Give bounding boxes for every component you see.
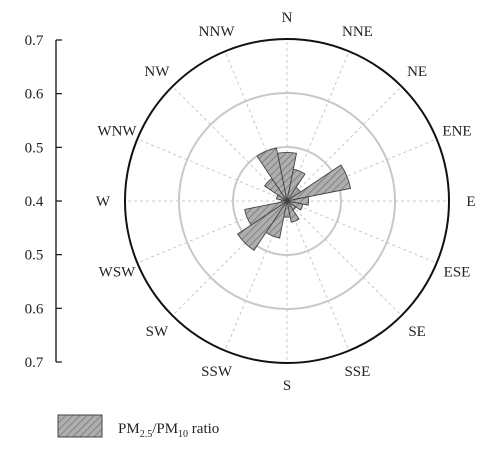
legend-label-suffix: ratio bbox=[188, 421, 219, 437]
bar-nnw bbox=[256, 147, 288, 202]
bar-wsw bbox=[244, 200, 288, 226]
direction-label-ne: NE bbox=[407, 64, 427, 80]
direction-label-n: N bbox=[282, 10, 293, 26]
radial-tick-label: 0.7 bbox=[25, 33, 44, 49]
legend-label-main: PM bbox=[118, 421, 140, 437]
grid-spoke bbox=[286, 200, 350, 351]
bar-ene bbox=[286, 164, 352, 202]
grid-spoke bbox=[286, 200, 402, 316]
direction-label-w: W bbox=[96, 194, 111, 210]
legend-label-sub1: 2.5 bbox=[140, 429, 153, 440]
radial-tick-label: 0.6 bbox=[25, 301, 44, 317]
direction-label-wnw: WNW bbox=[97, 124, 137, 140]
bar-sse bbox=[286, 200, 300, 223]
direction-label-sw: SW bbox=[146, 324, 169, 340]
direction-label-se: SE bbox=[408, 324, 426, 340]
radial-tick-label: 0.6 bbox=[25, 87, 44, 103]
direction-label-s: S bbox=[283, 378, 291, 394]
grid-spoke bbox=[286, 200, 437, 264]
grid-spoke bbox=[286, 86, 402, 202]
radial-tick-label: 0.7 bbox=[25, 355, 44, 371]
direction-label-wsw: WSW bbox=[99, 264, 137, 280]
legend-swatch bbox=[57, 414, 103, 438]
bar-sw bbox=[236, 200, 288, 252]
legend: PM2.5/PM10 ratio bbox=[57, 414, 219, 440]
direction-labels: N NNE NE ENE E ESE SE SSE S SSW SW WSW W WNW NW NNW bbox=[96, 10, 476, 394]
direction-label-e: E bbox=[466, 194, 475, 210]
radial-axis: 0.7 0.6 0.5 0.4 0.5 0.6 0.7 bbox=[25, 33, 62, 371]
radial-tick-label: 0.5 bbox=[25, 140, 44, 156]
direction-label-ssw: SSW bbox=[201, 364, 233, 380]
grid-ring bbox=[232, 146, 342, 256]
direction-label-nne: NNE bbox=[342, 24, 373, 40]
direction-label-nw: NW bbox=[144, 64, 170, 80]
grid-spoke bbox=[137, 138, 288, 202]
outer-circle bbox=[124, 38, 450, 364]
radial-tick-label: 0.4 bbox=[25, 194, 44, 210]
legend-label: PM2.5/PM10 ratio bbox=[118, 421, 219, 440]
direction-label-ene: ENE bbox=[442, 124, 471, 140]
bar-e bbox=[286, 196, 310, 206]
grid-ring bbox=[178, 92, 396, 310]
bars bbox=[236, 147, 352, 252]
legend-label-sub2: 10 bbox=[178, 429, 188, 440]
bar-nne bbox=[286, 168, 306, 202]
radial-tick-label: 0.5 bbox=[25, 248, 44, 264]
direction-label-sse: SSE bbox=[344, 364, 370, 380]
direction-label-ese: ESE bbox=[444, 264, 471, 280]
direction-label-nnw: NNW bbox=[199, 24, 236, 40]
legend-label-slash: /PM bbox=[152, 421, 178, 437]
